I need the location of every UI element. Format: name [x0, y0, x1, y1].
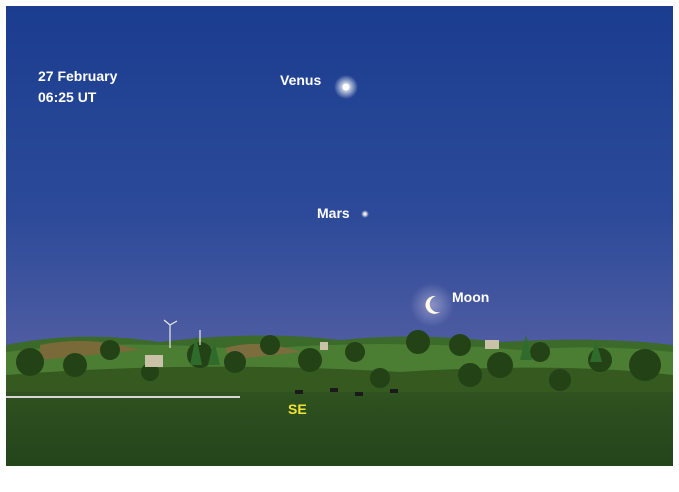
moon-glow: [410, 283, 454, 327]
mars-label: Mars: [317, 205, 350, 221]
venus-label: Venus: [280, 72, 321, 88]
time: 06:25 UT: [38, 89, 97, 105]
mars: [363, 212, 366, 215]
date: 27 February: [38, 68, 118, 84]
venus: [343, 84, 350, 91]
page: {"caption": {"date": "27 February", "tim…: [0, 0, 679, 492]
direction-label: SE: [288, 401, 307, 417]
landscape: [6, 320, 673, 466]
moon-label: Moon: [452, 289, 489, 305]
sky-view: 27 February 06:25 UT Venus Mars Moon SE: [0, 0, 679, 492]
